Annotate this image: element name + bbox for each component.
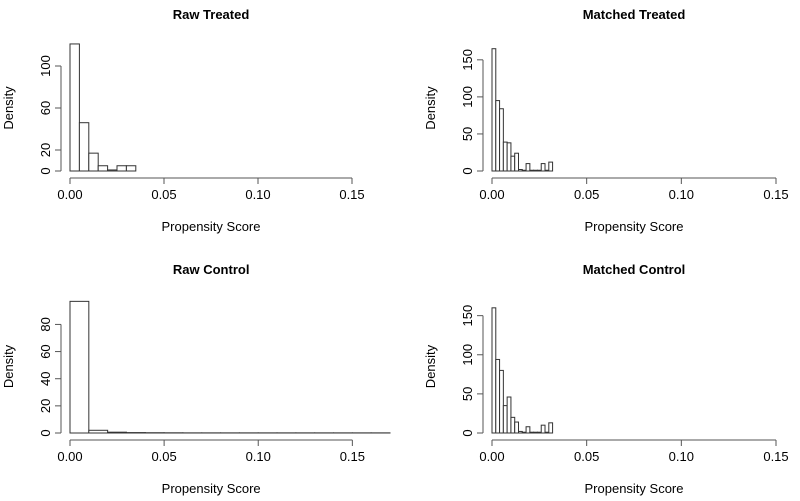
histogram-bar (544, 431, 550, 434)
x-tick-label: 0.00 (57, 187, 82, 202)
histogram-bar (518, 169, 523, 172)
y-tick-label: 0 (38, 167, 53, 174)
y-tick-label: 100 (460, 344, 475, 366)
histogram-bar (495, 358, 501, 434)
x-tick-label: 0.10 (246, 449, 271, 464)
y-tick-label: 20 (38, 399, 53, 413)
x-axis-label: Propensity Score (585, 481, 684, 496)
histogram-bar (88, 152, 99, 172)
chart-title: Matched Control (583, 262, 686, 277)
histogram-bar (69, 300, 90, 434)
x-tick-label: 0.10 (669, 187, 694, 202)
panel-raw-treated: Raw Treated 0.00 0.05 0.10 0.15 Propensity Sc… (1, 7, 365, 234)
x-tick-label: 0.10 (245, 187, 270, 202)
chart-title: Raw Treated (173, 7, 250, 22)
y-tick-label: 80 (38, 317, 53, 331)
x-tick-label: 0.05 (151, 187, 176, 202)
x-tick-label: 0.15 (339, 187, 364, 202)
panel-matched-control: Matched Control 0.00 0.05 0.10 0.15 Propensit… (423, 262, 789, 496)
histogram-bar (544, 169, 550, 172)
x-tick-label: 0.00 (479, 449, 504, 464)
histogram-bar (518, 430, 523, 434)
histogram-bar (536, 169, 542, 172)
histogram-bar (540, 163, 546, 172)
y-axis-label: Density (423, 344, 438, 388)
x-axis-label: Propensity Score (162, 219, 261, 234)
histogram-bar (529, 431, 535, 434)
y-tick-label: 0 (460, 429, 475, 436)
y-tick-label: 0 (460, 167, 475, 174)
y-tick-label: 0 (38, 429, 53, 436)
y-axis-label: Density (423, 86, 438, 130)
histogram-bar (514, 152, 520, 172)
histogram-bar (548, 422, 554, 434)
histogram-bar (88, 429, 109, 434)
x-tick-label: 0.15 (763, 187, 788, 202)
histogram-bar (502, 405, 508, 434)
histogram-bar (499, 108, 504, 172)
histogram-bar (525, 426, 531, 434)
histogram-bar (125, 165, 137, 172)
histogram-bar (536, 431, 542, 434)
histogram-bar (116, 165, 127, 172)
x-tick-label: 0.15 (340, 449, 365, 464)
panel-matched-treated: Matched Treated 0.00 0.05 0.10 0.15 Propensit… (423, 7, 789, 234)
x-tick-label: 0.15 (763, 449, 788, 464)
x-tick-label: 0.10 (669, 449, 694, 464)
y-tick-label: 150 (460, 305, 475, 327)
x-axis-label: Propensity Score (585, 219, 684, 234)
y-tick-label: 20 (38, 143, 53, 157)
x-tick-label: 0.05 (151, 449, 176, 464)
histogram-bar (525, 163, 531, 172)
histogram-bar (521, 169, 527, 172)
histogram-bar (514, 421, 520, 434)
histogram-bar (521, 431, 527, 434)
histogram-bar (491, 307, 497, 434)
x-tick-label: 0.00 (57, 449, 82, 464)
panel-raw-control: Raw Control 0.00 0.05 0.10 0.15 Propensity Sc… (1, 262, 391, 496)
chart-title: Raw Control (173, 262, 250, 277)
y-tick-label: 150 (460, 49, 475, 71)
histogram-bar (107, 169, 118, 172)
histogram-bar (510, 155, 516, 172)
x-tick-label: 0.05 (574, 449, 599, 464)
histogram-bar (495, 100, 501, 172)
y-tick-label: 100 (38, 55, 53, 77)
chart-title: Matched Treated (583, 7, 686, 22)
y-tick-label: 50 (460, 127, 475, 141)
y-tick-label: 100 (460, 86, 475, 108)
histogram-bar (491, 48, 497, 172)
histogram-bar (548, 161, 554, 172)
histogram-bar (533, 431, 538, 434)
histogram-bar (506, 142, 512, 172)
histogram-bar (97, 165, 109, 172)
y-tick-label: 50 (460, 387, 475, 401)
x-axis-label: Propensity Score (162, 481, 261, 496)
histogram-bar (540, 424, 546, 434)
histogram-bar (502, 141, 508, 172)
histogram-bar (510, 416, 516, 434)
y-axis-label: Density (1, 344, 16, 388)
x-tick-label: 0.00 (479, 187, 504, 202)
histogram-bar (107, 431, 127, 434)
histogram-bar (499, 369, 504, 434)
y-tick-label: 60 (38, 101, 53, 115)
x-tick-label: 0.05 (574, 187, 599, 202)
histogram-bar (69, 43, 80, 172)
y-tick-label: 60 (38, 344, 53, 358)
histogram-bar (533, 169, 538, 172)
histogram-bar (529, 169, 535, 172)
y-axis-label: Density (1, 86, 16, 130)
y-tick-label: 40 (38, 371, 53, 385)
histogram-bar (506, 396, 512, 434)
histogram-bar (78, 122, 90, 172)
